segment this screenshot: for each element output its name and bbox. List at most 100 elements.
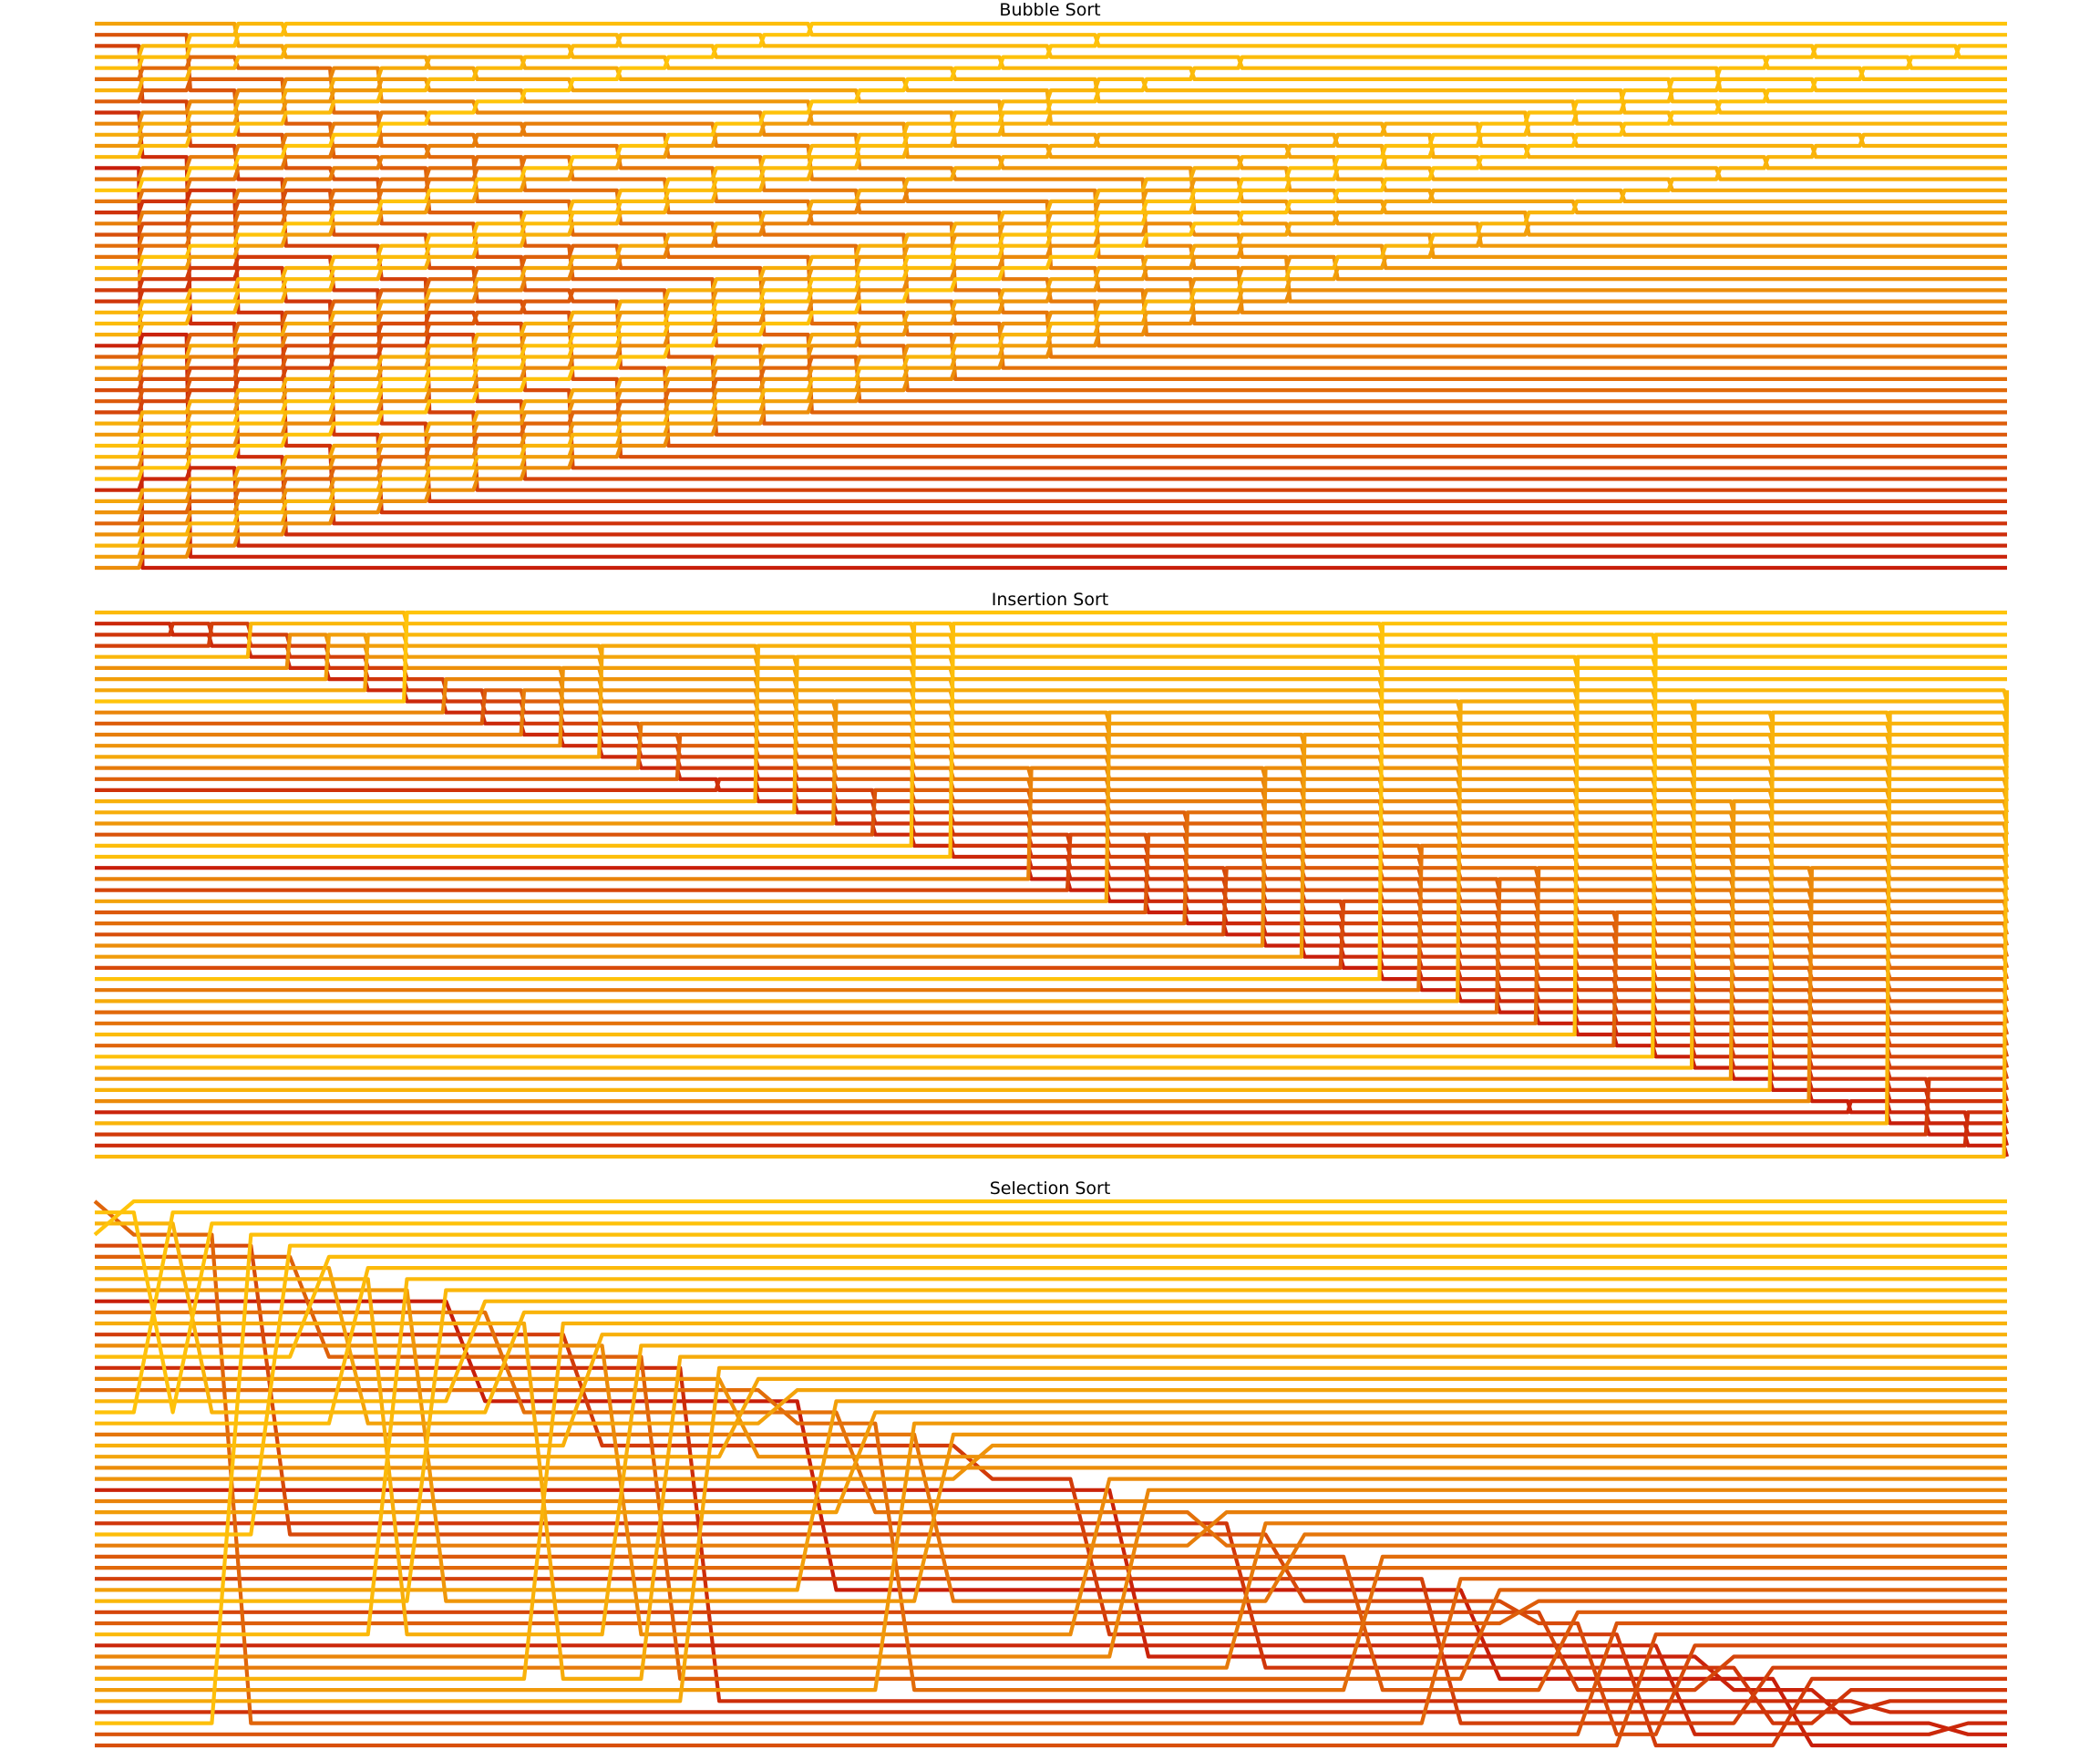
bubble-sort-element-trace [95,466,2007,548]
bubble-sort-element-trace [95,33,2007,271]
bubble-sort-element-trace [95,243,2007,515]
selection-sort-element-trace [93,1199,2007,1237]
selection-sort-element-trace [95,1365,2007,1704]
selection-sort-element-trace [95,1221,2007,1415]
bubble-sort-element-trace [95,21,2007,115]
bubble-sort-element-trace [95,21,2007,70]
insertion-sort-element-trace [95,688,2010,1014]
selection-sort-element-trace [95,1432,2007,1603]
selection-sort-element-trace [95,1421,2007,1693]
bubble-sort-element-trace [95,221,2007,470]
selection-sort-element-trace [95,1210,2007,1415]
selection-sort-element-trace [95,1266,2007,1426]
bubble-sort-element-trace [95,55,2007,326]
insertion-sort-element-trace [95,1076,2010,1137]
selection-sort-element-trace [95,1321,2007,1681]
bubble-sort-element-trace [95,33,2007,448]
bubble-sort-element-trace [95,110,2007,337]
selection-sort-element-trace [95,1621,2007,1736]
bubble-sort-element-trace [95,121,2007,426]
bubble-sort-element-trace [95,265,2007,515]
bubble-sort-element-trace [95,166,2007,571]
insertion-sort-element-trace [95,710,2010,1092]
insertion-sort-panel: Insertion Sort [95,590,2010,1159]
bubble-sort-element-trace [95,188,2007,503]
bubble-sort-element-trace [95,355,2007,526]
insertion-sort-element-trace [95,622,2007,860]
selection-sort-element-trace [95,1521,2007,1670]
selection-sort-traces [93,1199,2007,1748]
selection-sort-element-trace [95,1333,2007,1448]
selection-sort-element-trace [95,1288,2007,1603]
bubble-sort-element-trace [95,333,2007,559]
bubble-sort-element-trace [95,155,2007,370]
bubble-sort-element-trace [95,132,2007,548]
selection-sort-element-trace [95,1410,2007,1515]
bubble-sort-element-trace [95,132,2007,370]
bubble-sort-element-trace [95,21,2007,192]
insertion-sort-element-trace [95,710,2010,1126]
bubble-sort-element-trace [95,44,2007,481]
selection-sort-element-trace [95,1643,2007,1736]
bubble-sort-element-trace [95,33,2007,160]
bubble-sort-element-trace [95,333,2007,481]
insertion-sort-element-trace [95,622,2007,982]
insertion-sort-element-trace [95,710,2010,903]
bubble-sort-element-trace [95,254,2007,537]
bubble-sort-element-trace [95,121,2007,337]
insertion-sort-element-trace [95,633,2007,1059]
selection-sort-element-trace [95,1376,2007,1459]
selection-sort-element-trace [95,1388,2007,1693]
bubble-sort-element-trace [95,221,2007,559]
selection-sort-element-trace [95,1254,2007,1359]
selection-sort-element-trace [95,1210,2007,1415]
selection-sort-element-trace [93,1199,2007,1725]
selection-sort-element-trace [95,1288,2007,1603]
insertion-sort-element-trace [95,622,2010,1102]
insertion-sort-element-trace [95,1099,2010,1147]
selection-sort-element-trace [95,1599,2007,1626]
bubble-sort-title: Bubble Sort [999,0,1100,20]
selection-sort-element-trace [95,1365,2007,1714]
bubble-sort-panel: Bubble Sort [95,0,2007,571]
bubble-sort-traces [95,21,2007,571]
insertion-sort-element-trace [95,665,2010,858]
bubble-sort-element-trace [95,55,2007,181]
selection-sort-title: Selection Sort [990,1179,1111,1199]
bubble-sort-element-trace [95,132,2007,359]
selection-sort-element-trace [95,1266,2007,1426]
selection-sort-element-trace [95,1232,2007,1725]
selection-sort-element-trace [95,1488,2007,1659]
bubble-sort-element-trace [95,110,2007,282]
insertion-sort-element-trace [95,866,2010,1104]
insertion-sort-element-trace [95,654,2007,1037]
insertion-sort-element-trace [95,832,2010,1024]
selection-sort-element-trace [95,1321,2007,1681]
bubble-sort-element-trace [95,44,2007,448]
bubble-sort-element-trace [95,177,2007,437]
selection-sort-element-trace [95,1632,2007,1748]
insertion-sort-element-trace [95,610,2007,682]
bubble-sort-element-trace [95,77,2007,459]
selection-sort-element-trace [95,1577,2007,1725]
selection-sort-element-trace [95,1376,2007,1459]
selection-sort-element-trace [95,1399,2007,1592]
insertion-sort-title: Insertion Sort [992,590,1108,610]
selection-sort-element-trace [95,1277,2007,1637]
selection-sort-element-trace [95,1443,2007,1481]
insertion-sort-element-trace [95,1110,2010,1148]
bubble-sort-element-trace [95,110,2007,537]
selection-sort-element-trace [95,1310,2007,1548]
insertion-sort-element-trace [95,622,2010,703]
bubble-sort-element-trace [95,288,2007,437]
bubble-sort-element-trace [95,155,2007,381]
bubble-sort-element-trace [95,288,2007,571]
insertion-sort-element-trace [95,610,2007,704]
bubble-sort-element-trace [95,188,2007,381]
selection-sort-element-trace [95,1277,2007,1637]
bubble-sort-element-trace [95,77,2007,314]
insertion-sort-element-trace [95,699,2010,1070]
insertion-sort-element-trace [95,799,2010,1081]
selection-sort-panel: Selection Sort [93,1179,2007,1748]
